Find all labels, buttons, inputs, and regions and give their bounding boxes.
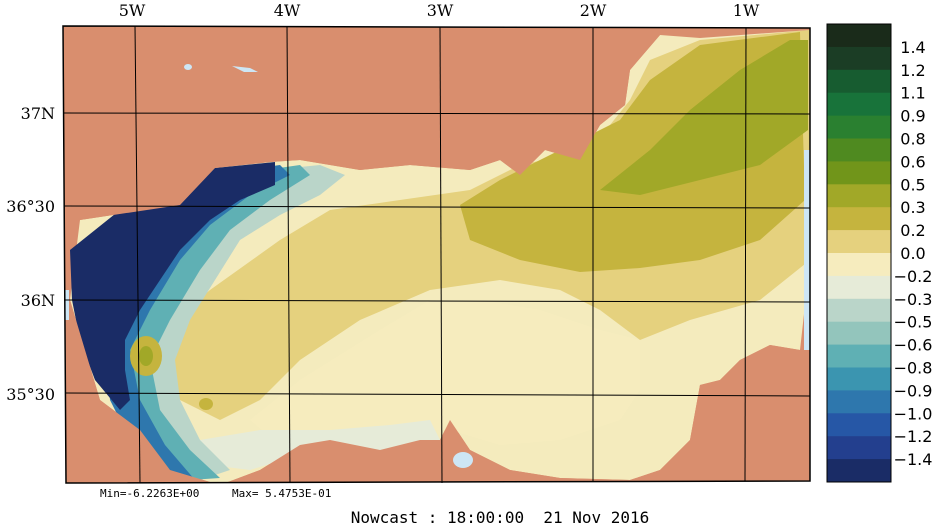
colorbar-label: −1.0 (894, 404, 933, 423)
lon-label: 3W (427, 1, 454, 20)
colorbar-label: −0.8 (894, 359, 933, 378)
lat-label: 36°30 (6, 197, 55, 216)
colorbar-label: 0.5 (900, 175, 925, 194)
colorbar-label: 0.9 (900, 107, 925, 126)
colorbar-label: 1.1 (900, 84, 925, 103)
land-north (63, 26, 810, 220)
colorbar-swatch (827, 138, 891, 162)
lat-label: 36N (21, 291, 55, 310)
colorbar-label: 0.3 (900, 198, 925, 217)
colorbar-swatch (827, 321, 891, 346)
colorbar-label: −0.2 (894, 267, 933, 286)
colorbar-swatch (827, 367, 891, 391)
contour-0.0-south (250, 300, 640, 445)
colorbar-label: −0.3 (894, 290, 933, 309)
contour-0.5 (600, 40, 808, 195)
colorbar-swatch (827, 207, 891, 231)
lon-label: 5W (119, 1, 146, 20)
lat-label: 35°30 (6, 385, 55, 404)
colorbar-label: −1.4 (894, 450, 933, 469)
grid (62, 25, 811, 484)
colorbar-swatch (827, 230, 891, 254)
colorbar-swatch (827, 275, 891, 300)
colorbar: 1.4 1.2 1.1 0.9 0.8 0.6 0.5 0.3 0.2 0.0 −0.2 −0.3 −0… (826, 23, 933, 483)
colorbar-label: 0.2 (900, 221, 925, 240)
colorbar-swatch (827, 92, 891, 117)
lon-label: 4W (274, 1, 301, 20)
nowcast-timestamp: Nowcast : 18:00:00 21 Nov 2016 (351, 508, 650, 525)
min-stat: Min=-6.2263E+00 (100, 487, 199, 500)
colorbar-label: 0.0 (900, 244, 925, 263)
colorbar-swatch (827, 413, 891, 437)
blob-high-west-core (139, 346, 153, 366)
contour-neg-1.4 (70, 162, 275, 410)
colorbar-swatch (827, 436, 891, 460)
colorbar-swatch (827, 46, 891, 71)
colorbar-swatch (827, 390, 891, 414)
colorbar-label: −0.6 (894, 336, 933, 355)
lon-label: 2W (580, 1, 607, 20)
colorbar-swatch (827, 69, 891, 94)
max-stat: Max= 5.4753E-01 (232, 487, 331, 500)
lat-label: 37N (21, 104, 55, 123)
colorbar-swatch (827, 298, 891, 323)
lon-label: 1W (733, 1, 760, 20)
blob-small (199, 398, 213, 410)
colorbar-label: 0.8 (900, 130, 925, 149)
colorbar-frame (826, 23, 892, 483)
map-frame (62, 25, 811, 484)
colorbar-swatch (827, 459, 891, 483)
colorbar-swatch (827, 253, 891, 277)
water-edge (63, 290, 69, 320)
colorbar-label: 1.4 (900, 38, 925, 57)
water-edge (804, 150, 810, 350)
lake (232, 66, 258, 72)
colorbar-swatch (827, 344, 891, 368)
colorbar-label: −1.2 (894, 427, 933, 446)
colorbar-swatch (827, 115, 891, 139)
lake (453, 452, 473, 468)
lake (184, 64, 192, 70)
colorbar-label: −0.9 (894, 381, 933, 400)
colorbar-label: −0.5 (894, 313, 933, 332)
colorbar-swatch (827, 161, 891, 185)
colorbar-swatch (827, 184, 891, 208)
colorbar-swatch (827, 24, 891, 48)
colorbar-label: 0.6 (900, 152, 925, 171)
land-south (66, 300, 810, 483)
colorbar-label: 1.2 (900, 61, 925, 80)
lat-labels: 37N 36°30 36N 35°30 (6, 104, 55, 404)
lon-labels: 5W 4W 3W 2W 1W (119, 1, 760, 20)
